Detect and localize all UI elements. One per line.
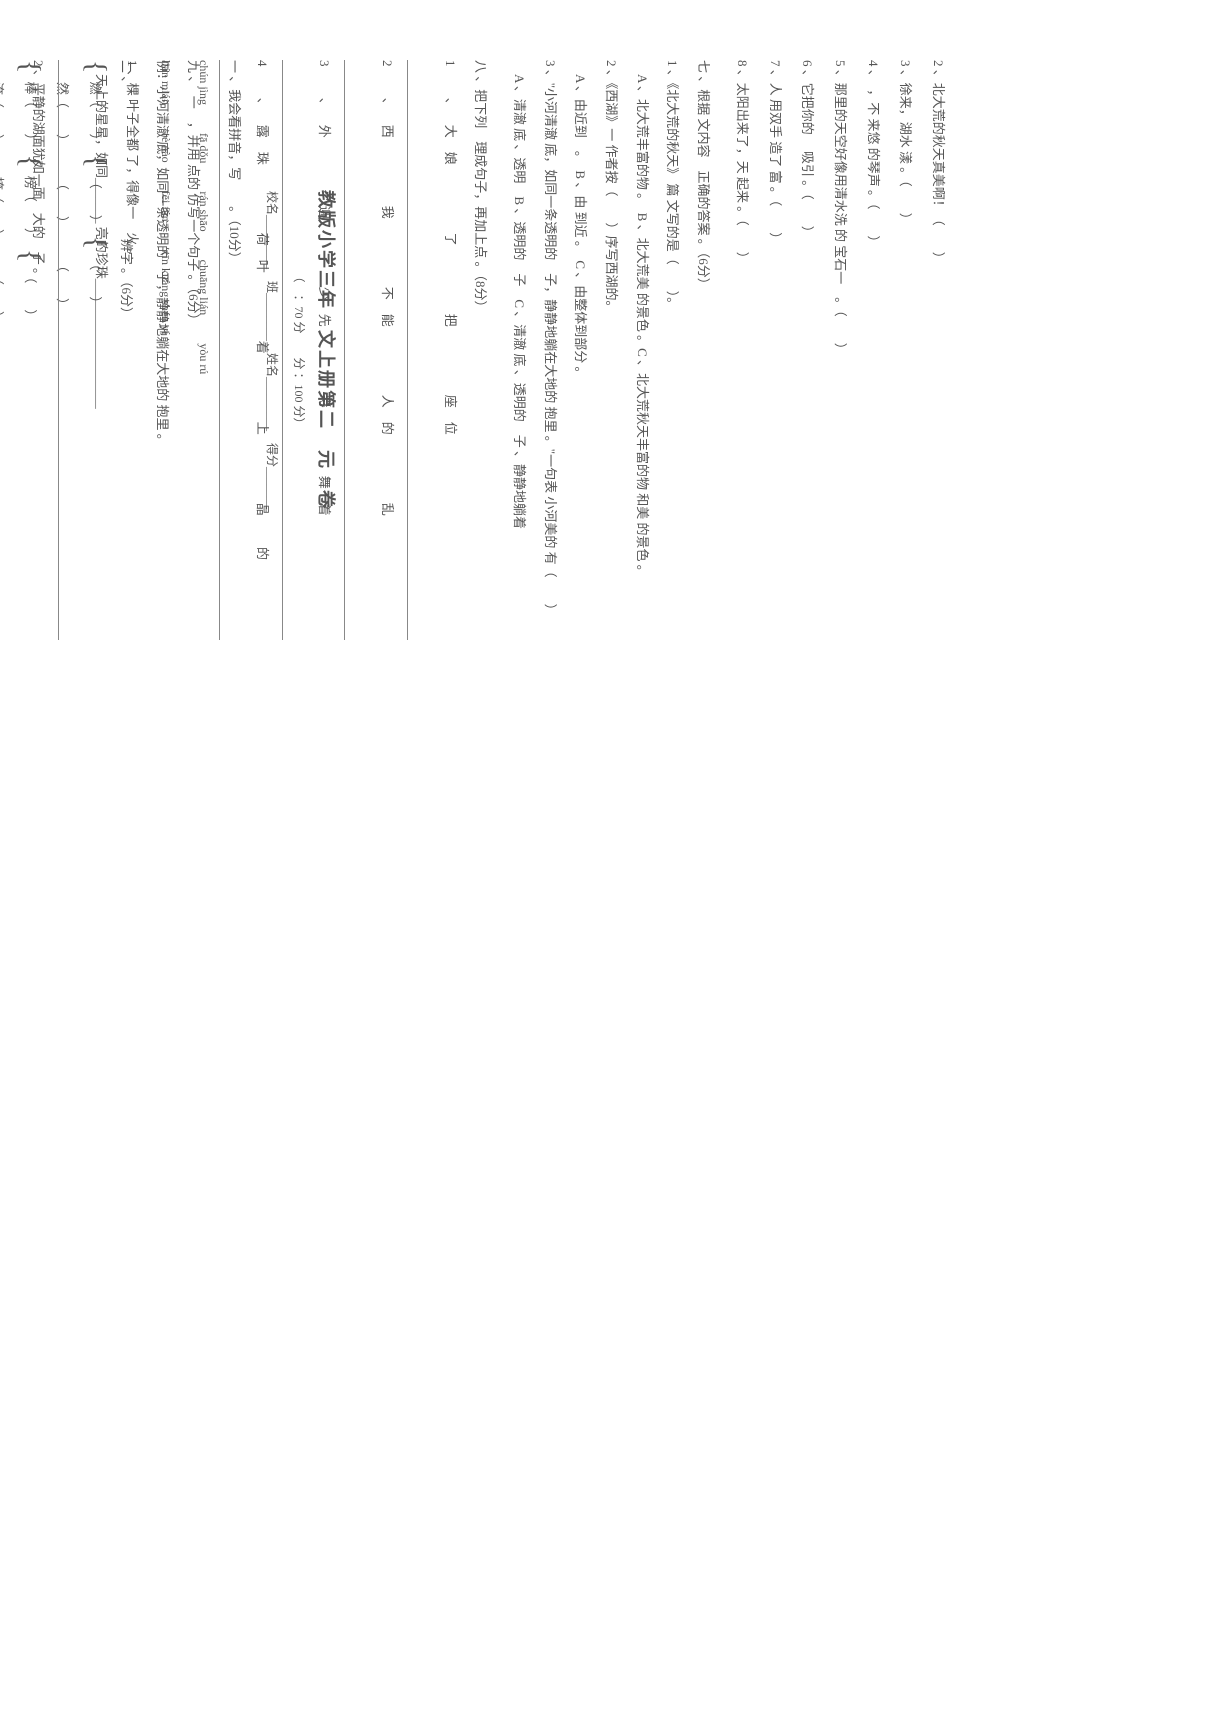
s8-q4: 4 、露珠 荷叶 着 上 晶 的 <box>249 60 274 640</box>
s9-head: 九 、 一 ，并用 点的 仿写一个句子 。（6分） <box>180 60 205 640</box>
blank-line <box>58 60 80 640</box>
q: 3 、徐来，湖水 漾 。（ ） <box>893 60 918 640</box>
q: 5 、那里的天空好像用清水洗 的 宝石一 。（ ） <box>827 60 852 640</box>
section-6b: 2 、北大荒的秋天真美啊！（ ） 3 、徐来，湖水 漾 。（ ） 4 、 ，不 … <box>729 60 950 640</box>
s8-q2: 2 、西 我 不能 人的 乱 <box>374 60 399 640</box>
s7-head: 七 、根据 文内容 正确的答案 。（6分） <box>691 60 716 640</box>
s9-ex: 例：小河清澈 底，如同一条透明的 子，静静地躺在大地的 抱里 。 <box>150 60 175 640</box>
s9-q1b: 天上的星星，如同_______ 亮的珍珠____________________ <box>88 60 113 640</box>
q: 8 、太阳出来了，天 起来 。（ ） <box>729 60 754 640</box>
s7-q3: 3 、"小河清澈 底，如同一条透明的 子，静静地躺在大地的 抱里 。"一句表 小… <box>537 60 562 640</box>
blank-line <box>282 60 304 640</box>
blank-line <box>219 60 241 640</box>
s7-q2opts: A 、由近到 。 B 、由 到近 。 C 、由整体到部分 。 <box>568 60 593 640</box>
section-7: 七 、根据 文内容 正确的答案 。（6分） 1 、《北大荒的秋天》 篇 文写的是… <box>506 60 715 640</box>
page-right: 2 、北大荒的秋天真美啊！（ ） 3 、徐来，湖水 漾 。（ ） 4 、 ，不 … <box>0 60 950 640</box>
q: 2 、北大荒的秋天真美啊！（ ） <box>925 60 950 640</box>
s7-q3opts: A 、清澈 底 、透明 B 、透明的 子 C 、清澈 底 、透明的 子 、静静地… <box>506 60 531 640</box>
blank-line <box>407 60 429 640</box>
s9-q2: 2 、平静的湖面犹如一面 大的 子 。 <box>26 60 51 640</box>
blank-line <box>344 60 366 640</box>
section-9: 九 、 一 ，并用 点的 仿写一个句子 。（6分） 例：小河清澈 底，如同一条透… <box>26 60 205 640</box>
q: 7 、人 用双手 造了 富 。（ ） <box>762 60 787 640</box>
s7-q2: 2 、《西湖》一 作者按（ ）序写西湖的。 <box>598 60 623 640</box>
s7-q1opts: A 、北大荒丰富的物 。 B 、北大荒美 的景色 。C 、北大荒秋天丰富的物 和… <box>629 60 654 640</box>
q: 4 、 ，不 来悠 的琴声 。（ ） <box>860 60 885 640</box>
s7-q1: 1 、《北大荒的秋天》 篇 文写的是（ ）。 <box>660 60 685 640</box>
s9-q1: 1 、棵 叶子全都 了，得像一 火 。 <box>119 60 144 640</box>
q: 6 、它把你的 吸引 。（ ） <box>795 60 820 640</box>
s8-q1: 1 、大娘 了 把 座位 <box>437 60 462 640</box>
s8-head: 八 、把下列 理成句子，再加上点 。（8分） <box>468 60 493 640</box>
s8-q3: 3 、外 迎 少先 彩 舞着 <box>312 60 337 640</box>
section-8: 八 、把下列 理成句子，再加上点 。（8分） 1 、大娘 了 把 座位 2 、西… <box>219 60 492 640</box>
